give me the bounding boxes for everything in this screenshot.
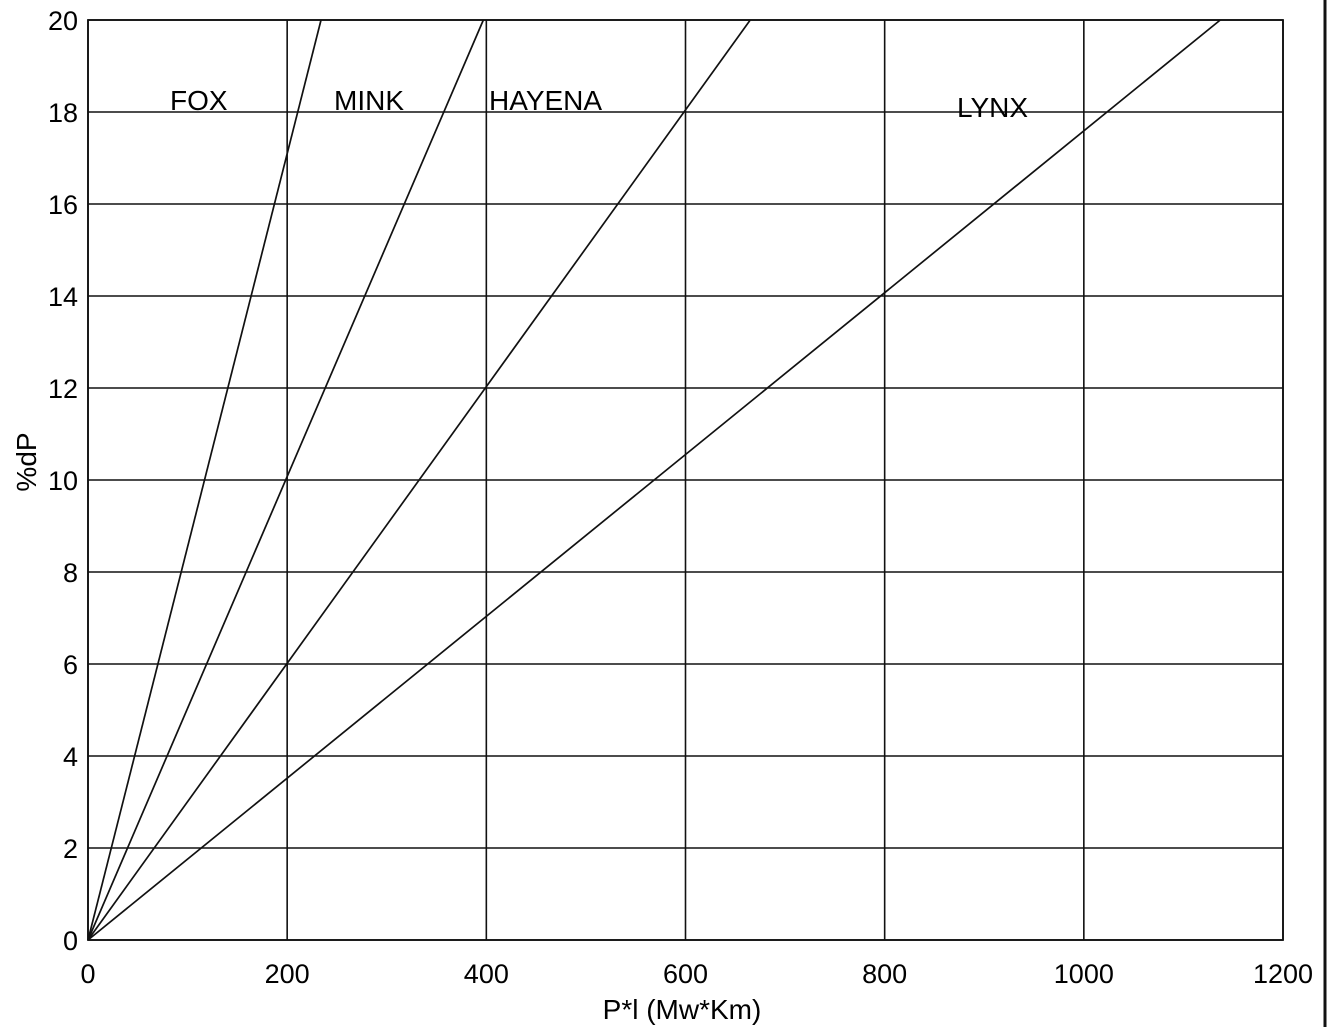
plot-frame [87,19,1284,941]
series-label-mink: MINK [334,85,404,116]
y-tick-label: 16 [48,190,78,220]
x-tick-label: 1000 [1054,959,1114,989]
series-labels: FOX MINK HAYENA LYNX [170,85,1028,123]
grid [87,19,1284,941]
x-tick-label: 600 [663,959,708,989]
y-tick-label: 0 [63,926,78,956]
y-tick-label: 20 [48,6,78,36]
y-axis-label: %dP [11,432,42,491]
series-line-mink [87,19,485,941]
x-tick-label: 0 [80,959,95,989]
tick-labels: 0 200 400 600 800 1000 1200 0 2 4 6 8 10 12 14 16 18 20 [48,6,1313,989]
x-tick-label: 400 [464,959,509,989]
series-label-lynx: LYNX [957,92,1028,123]
y-tick-label: 2 [63,834,78,864]
y-tick-label: 8 [63,558,78,588]
x-axis-label: P*l (Mw*Km) [603,994,762,1025]
y-tick-label: 4 [63,742,78,772]
y-tick-label: 18 [48,98,78,128]
y-tick-label: 14 [48,282,78,312]
series-line-hayena [87,19,751,941]
x-tick-label: 800 [862,959,907,989]
series-group [87,19,1221,941]
series-line-fox [87,19,322,941]
y-tick-label: 10 [48,466,78,496]
x-tick-label: 200 [265,959,310,989]
y-tick-label: 12 [48,374,78,404]
series-label-hayena: HAYENA [489,85,602,116]
series-line-lynx [87,19,1221,941]
y-tick-label: 6 [63,650,78,680]
series-label-fox: FOX [170,85,228,116]
x-tick-label: 1200 [1253,959,1313,989]
